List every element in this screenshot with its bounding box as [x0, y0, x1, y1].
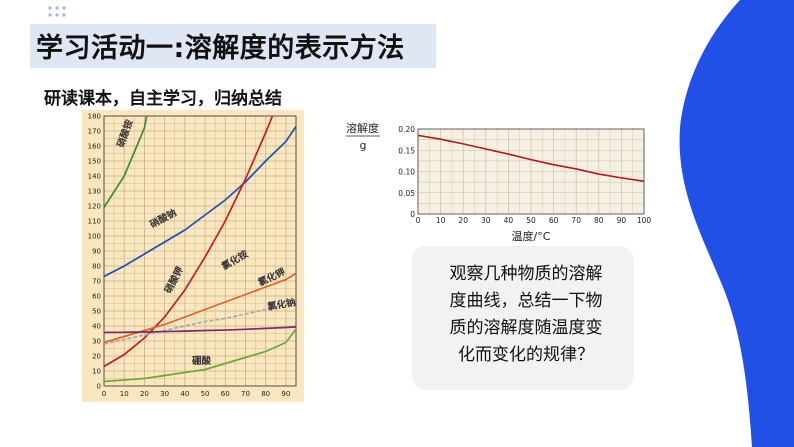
curve-label: 硝酸钾 [162, 265, 186, 296]
x-tick-label: 90 [281, 390, 290, 398]
x-tick-label: 70 [241, 390, 250, 398]
y-axis-unit: g [360, 139, 367, 152]
y-tick-label: 30 [92, 338, 101, 346]
x-tick-label: 80 [594, 216, 604, 225]
plot-frame [417, 128, 645, 215]
x-tick-label: 0 [102, 390, 106, 398]
y-tick-label: 140 [88, 173, 101, 181]
x-tick-label: 30 [481, 216, 491, 225]
solubility-curves-chart: 0102030405060708090100110120130140150160… [82, 110, 304, 402]
curve-硝酸钠 [104, 126, 296, 278]
x-tick-label: 80 [261, 390, 270, 398]
x-tick-label: 70 [571, 216, 581, 225]
page-subtitle: 研读课本，自主学习，归纳总结 [44, 89, 282, 109]
y-tick-label: 50 [92, 308, 101, 316]
curve-label: 氯化钠 [266, 296, 296, 313]
x-tick-label: 100 [637, 216, 652, 225]
y-tick-label: 130 [88, 188, 101, 196]
x-tick-label: 40 [180, 390, 189, 398]
y-tick-label: 150 [88, 158, 101, 166]
single-solubility-chart: 0 0.05 0.10 0.15 0.20 0 10 20 30 40 50 60 70 80 90 100 溶… [346, 121, 652, 243]
plot-frame [103, 115, 297, 387]
y-tick-label: 40 [92, 323, 101, 331]
x-tick-label: 10 [436, 216, 446, 225]
curve-硼酸 [104, 328, 296, 383]
x-tick-label: 10 [120, 390, 129, 398]
y-tick-label: 100 [88, 233, 101, 241]
curves [104, 116, 296, 383]
x-tick-label: 50 [526, 216, 536, 225]
y-tick-label: 120 [88, 203, 101, 211]
page-title: 学习活动一:溶解度的表示方法 [36, 33, 405, 64]
y-tick-label: 180 [88, 113, 101, 121]
question-line: 化而变化的规律？ [458, 345, 594, 365]
x-tick-label: 50 [201, 390, 210, 398]
y-tick-label: 0.20 [398, 125, 415, 134]
curve-label: 硼酸 [191, 355, 212, 367]
y-tick-label: 0.05 [398, 189, 415, 198]
y-tick-label: 170 [88, 128, 101, 136]
question-line: 质的溶解度随温度变 [449, 318, 603, 338]
question-line: 度曲线，总结一下物 [449, 291, 603, 311]
y-tick-label: 0.10 [398, 168, 415, 177]
y-axis-label: 溶解度 [346, 121, 379, 135]
question-text: 观察几种物质的溶解 度曲线，总结一下物 质的溶解度随温度变 化而变化的规律？ [428, 261, 624, 369]
title-band [30, 24, 436, 68]
y-tick-label: 70 [92, 278, 101, 286]
curve-硝酸钾 [104, 116, 274, 368]
y-tick-label: 60 [92, 293, 101, 301]
question-card [412, 246, 634, 390]
y-tick-label: 110 [88, 218, 101, 226]
y-tick-label: 90 [92, 248, 101, 256]
x-tick-label: 30 [160, 390, 169, 398]
y-tick-label: 80 [92, 263, 101, 271]
x-tick-label: 90 [617, 216, 627, 225]
curve-label: 硝酸铵 [115, 118, 136, 149]
curve-label: 硝酸钠 [148, 207, 179, 231]
y-tick-label: 0 [410, 210, 415, 219]
x-tick-label: 40 [504, 216, 514, 225]
y-tick-label: 10 [92, 368, 101, 376]
x-tick-label: 0 [416, 216, 421, 225]
x-tick-label: 60 [221, 390, 230, 398]
y-tick-label: 20 [92, 353, 101, 361]
x-tick-label: 60 [549, 216, 559, 225]
solubility-curve [417, 134, 645, 183]
curve-氯化钠 [104, 326, 296, 334]
x-tick-label: 20 [458, 216, 468, 225]
y-tick-label: 160 [88, 143, 101, 151]
x-tick-label: 20 [140, 390, 149, 398]
curve-氯化钾 [104, 301, 296, 345]
y-tick-label: 0 [97, 383, 101, 391]
decorative-dots [48, 6, 66, 17]
question-line: 观察几种物质的溶解 [449, 264, 603, 284]
x-axis-label: 温度/°C [512, 229, 551, 243]
curve-硝酸铵 [104, 116, 148, 208]
curve-label: 氯化铵 [220, 248, 251, 273]
y-tick-label: 0.15 [398, 146, 415, 155]
